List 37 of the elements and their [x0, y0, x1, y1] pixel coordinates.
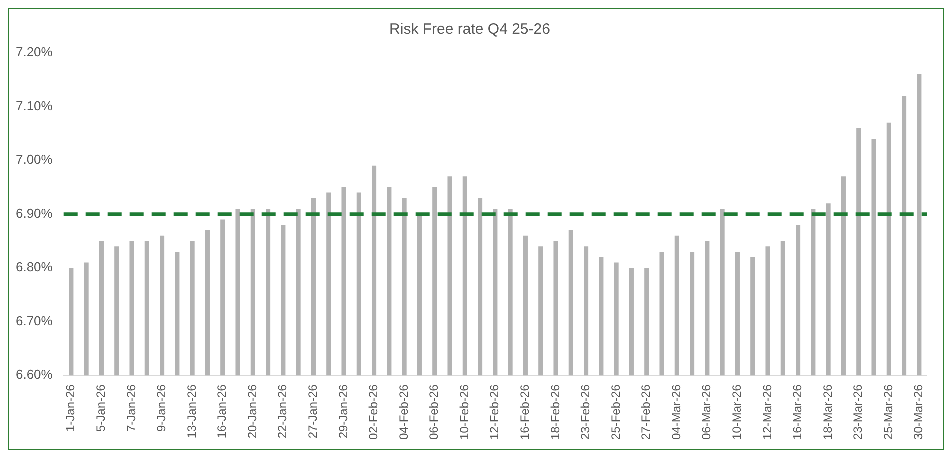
y-tick-label: 6.80%	[16, 260, 54, 275]
x-tick-label: 10-Mar-26	[730, 384, 744, 440]
y-tick-label: 7.20%	[16, 44, 54, 60]
x-tick-label: 25-Mar-26	[881, 384, 896, 440]
y-tick-label: 6.70%	[16, 313, 54, 328]
x-tick-label: 23-Feb-26	[578, 384, 593, 440]
x-tick-label: 04-Feb-26	[396, 384, 411, 440]
x-tick-label: 25-Feb-26	[608, 384, 623, 440]
x-tick-label: 27-Feb-26	[639, 384, 654, 440]
x-tick-label: 27-Jan-26	[306, 384, 320, 439]
x-tick-label: 06-Feb-26	[427, 384, 442, 440]
x-tick-label: 12-Mar-26	[760, 384, 774, 440]
x-tick-label: 10-Feb-26	[457, 384, 472, 440]
chart-title: Risk Free rate Q4 25-26	[390, 21, 550, 38]
x-tick-label: 13-Jan-26	[184, 384, 199, 439]
x-tick-label: 16-Jan-26	[215, 384, 230, 439]
x-tick-label: 16-Mar-26	[790, 384, 805, 440]
x-tick-label: 06-Mar-26	[700, 384, 714, 440]
x-tick-label: 12-Feb-26	[488, 384, 502, 440]
x-tick-label: 5-Jan-26	[94, 384, 108, 432]
x-tick-label: 30-Mar-26	[912, 384, 926, 440]
x-tick-label: 18-Mar-26	[820, 384, 835, 440]
y-tick-label: 6.60%	[16, 367, 54, 382]
x-tick-label: 18-Feb-26	[548, 384, 562, 440]
x-tick-label: 9-Jan-26	[154, 384, 169, 432]
y-tick-label: 7.10%	[16, 98, 54, 114]
y-tick-label: 6.90%	[16, 206, 54, 221]
x-tick-label: 23-Mar-26	[851, 384, 866, 440]
x-tick-label: 16-Feb-26	[518, 384, 532, 440]
x-tick-label: 7-Jan-26	[124, 384, 138, 432]
x-tick-label: 1-Jan-26	[64, 384, 78, 432]
x-tick-label: 20-Jan-26	[245, 384, 260, 439]
y-tick-label: 7.00%	[16, 152, 54, 168]
x-tick-label: 04-Mar-26	[669, 384, 684, 440]
x-tick-label: 02-Feb-26	[366, 384, 381, 440]
x-tick-label: 22-Jan-26	[276, 384, 290, 439]
x-tick-label: 29-Jan-26	[336, 384, 350, 439]
